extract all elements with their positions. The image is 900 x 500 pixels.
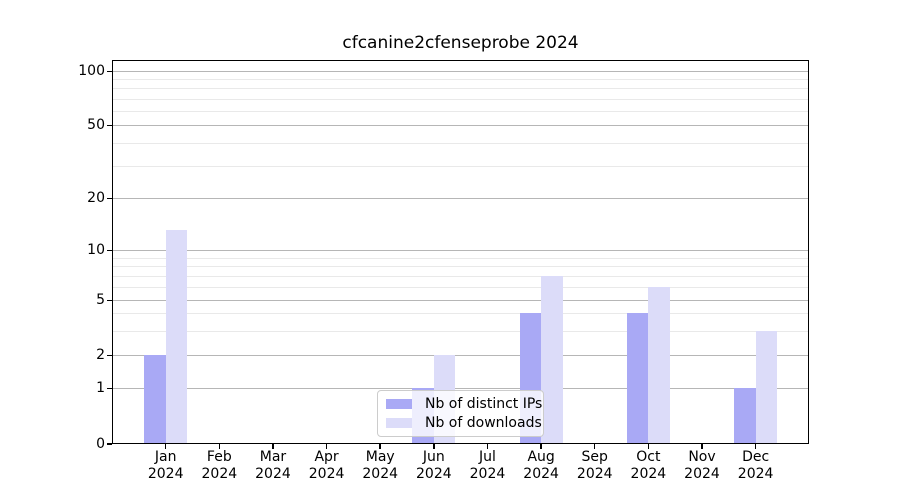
x-tick-label: Apr 2024 [295,449,359,483]
x-tick-mark [379,444,381,449]
major-gridline [113,125,808,126]
major-gridline [113,388,808,390]
bar-nb-of-downloads-jan [165,230,188,443]
x-tick-mark [486,444,489,449]
legend-swatch-icon [386,418,412,428]
y-tick-label: 20 [87,190,105,206]
x-tick-mark [540,444,542,449]
x-tick-mark [701,444,703,449]
x-tick-year: 2024 [523,466,559,482]
x-tick-label: Dec 2024 [724,449,788,483]
x-tick-mark [325,444,328,449]
minor-gridline [113,98,808,100]
x-tick-month: Oct [636,449,661,465]
x-tick-label: Jul 2024 [455,449,519,483]
minor-gridline [113,286,808,288]
minor-gridline [113,142,808,144]
bar-nb-of-distinct-ips-jan [144,355,166,443]
minor-gridline [113,88,808,90]
x-tick-year: 2024 [684,466,720,482]
x-tick-month: Mar [259,449,287,465]
y-tick-label: 2 [96,347,105,364]
minor-gridline [113,266,808,268]
bar-nb-of-distinct-ips-dec [734,388,756,443]
minor-gridline [113,313,808,315]
legend-label: Nb of distinct IPs [425,395,543,412]
minor-gridline [113,257,808,259]
minor-gridline [113,110,808,112]
x-tick-label: Aug 2024 [509,449,573,483]
major-gridline [113,198,808,199]
x-tick-year: 2024 [630,466,667,482]
minor-gridline [113,79,808,81]
x-tick-year: 2024 [308,466,345,482]
x-tick-year: 2024 [737,466,774,482]
major-gridline [113,250,808,251]
y-tick-label: 50 [87,117,105,133]
x-tick-month: Jul [479,449,496,465]
bar-nb-of-downloads-oct [648,286,670,443]
y-tick-label: 10 [87,242,105,258]
major-gridline [113,355,808,357]
x-tick-year: 2024 [362,466,399,482]
bar-nb-of-downloads-dec [755,330,778,443]
x-tick-mark [272,444,274,449]
major-gridline [113,300,808,301]
y-tick-label: 100 [78,63,105,79]
x-tick-month: Feb [206,449,232,465]
chart-title: cfcanine2cfenseprobe 2024 [342,33,579,53]
x-tick-month: Apr [314,449,339,465]
x-tick-label: Oct 2024 [616,449,680,483]
x-tick-mark [218,444,221,449]
x-tick-month: Aug [527,449,555,465]
legend-label: Nb of downloads [425,414,542,431]
legend-item: Nb of downloads [386,414,542,433]
x-tick-month: Dec [742,449,770,465]
x-tick-year: 2024 [469,466,506,482]
x-tick-label: Feb 2024 [187,449,251,483]
x-tick-mark [647,444,650,449]
plot-area [112,60,809,444]
x-tick-label: May 2024 [348,449,412,483]
x-tick-label: Sep 2024 [563,449,627,483]
legend: Nb of distinct IPs Nb of downloads [377,390,544,437]
x-tick-month: Jun [422,449,445,465]
y-tick-label: 5 [96,292,105,308]
minor-gridline [113,165,808,167]
x-tick-month: Sep [581,449,608,465]
x-tick-label: Jan 2024 [134,449,198,483]
x-tick-label: Mar 2024 [241,449,305,483]
x-tick-mark [433,444,435,449]
x-tick-year: 2024 [416,466,452,482]
x-tick-month: May [365,449,395,465]
y-tick-label: 1 [96,380,105,397]
minor-gridline [113,275,808,277]
bar-nb-of-downloads-aug [541,275,563,443]
legend-item: Nb of distinct IPs [386,395,542,414]
bar-nb-of-distinct-ips-oct [626,313,649,443]
x-tick-year: 2024 [201,466,238,482]
x-tick-label: Jun 2024 [402,449,466,483]
x-tick-year: 2024 [147,466,184,482]
x-tick-month: Jan [154,449,177,465]
x-tick-mark [164,444,167,449]
legend-swatch-icon [386,399,412,409]
minor-gridline [113,330,808,332]
x-tick-label: Nov 2024 [670,449,734,483]
x-tick-year: 2024 [255,466,291,482]
x-tick-mark [754,444,757,449]
major-gridline [113,71,808,72]
x-tick-month: Nov [688,449,716,465]
y-tick-label: 0 [96,435,105,452]
x-tick-year: 2024 [576,466,613,482]
x-tick-mark [593,444,596,449]
